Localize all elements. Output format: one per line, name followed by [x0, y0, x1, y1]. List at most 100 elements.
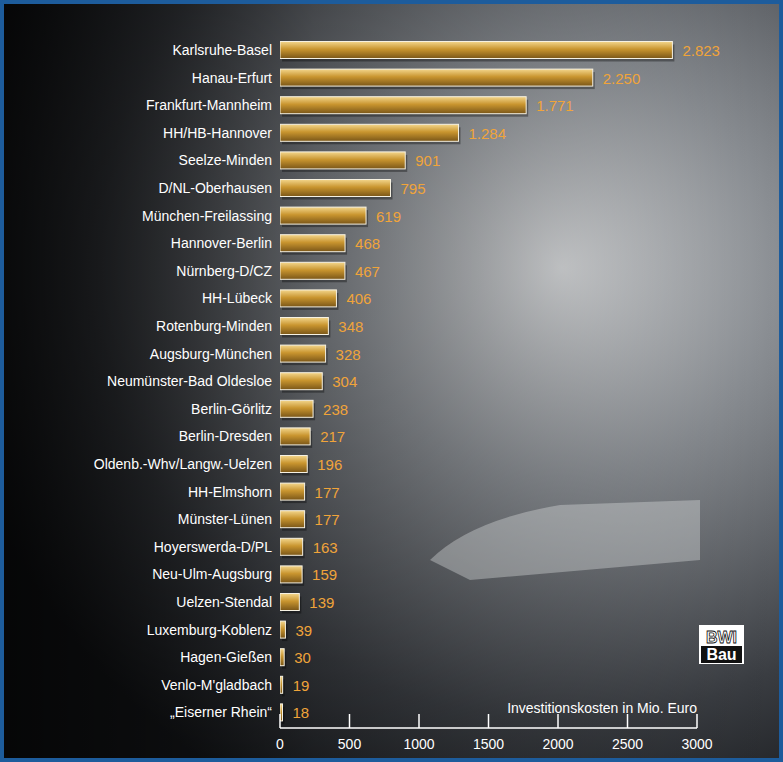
- data-label: 159: [312, 566, 337, 583]
- category-label: Venlo-M'gladbach: [161, 677, 272, 693]
- data-label: 177: [315, 484, 340, 501]
- category-label: Nürnberg-D/CZ: [176, 263, 272, 279]
- data-label: 1.771: [536, 97, 574, 114]
- tick-label: 2000: [542, 736, 573, 752]
- frame: [0, 0, 783, 762]
- logo: BWIBau: [699, 625, 744, 664]
- data-label: 19: [293, 677, 310, 694]
- category-label: HH-Lübeck: [202, 290, 273, 306]
- category-label: Uelzen-Stendal: [176, 594, 272, 610]
- x-axis: 0 500 1000 1500 2000 2500 3000: [276, 714, 713, 752]
- data-label: 2.250: [603, 70, 641, 87]
- bar: [280, 152, 405, 169]
- bar: [280, 262, 345, 279]
- bar: [280, 594, 299, 611]
- tick-mark: [627, 714, 629, 728]
- bar: [280, 69, 593, 86]
- bar: [280, 511, 305, 528]
- category-label: Neumünster-Bad Oldesloe: [107, 373, 272, 389]
- category-label: Seelze-Minden: [179, 152, 272, 168]
- tick-label: 2500: [612, 736, 643, 752]
- data-label: 163: [313, 539, 338, 556]
- tick-label: 500: [338, 736, 362, 752]
- bar: [280, 180, 391, 197]
- category-label: HH-Elmshorn: [188, 484, 272, 500]
- bar: [280, 97, 526, 114]
- data-label: 304: [332, 373, 357, 390]
- data-label: 348: [338, 318, 363, 335]
- tick-label: 1000: [403, 736, 434, 752]
- bar: [280, 566, 302, 583]
- tick-mark: [557, 714, 559, 728]
- category-label: HH/HB-Hannover: [163, 125, 272, 141]
- category-label: Frankfurt-Mannheim: [146, 97, 272, 113]
- labels: Karlsruhe-Basel 2.823 Hanau-Erfurt 2.250 Fra…: [94, 42, 720, 721]
- data-label: 238: [323, 401, 348, 418]
- bar: [280, 345, 326, 362]
- data-label: 795: [401, 180, 426, 197]
- data-label: 217: [320, 428, 345, 445]
- bar: [280, 456, 307, 473]
- data-label: 18: [293, 704, 310, 721]
- data-label: 196: [317, 456, 342, 473]
- category-label: Berlin-Dresden: [179, 428, 272, 444]
- data-label: 39: [295, 622, 312, 639]
- tick-mark: [349, 714, 351, 728]
- data-label: 619: [376, 208, 401, 225]
- data-label: 1.284: [468, 125, 506, 142]
- bar: [280, 318, 328, 335]
- category-label: Hanau-Erfurt: [192, 70, 272, 86]
- bar: [280, 676, 283, 693]
- bar: [280, 42, 672, 59]
- tick-label: 3000: [681, 736, 712, 752]
- bar: [280, 483, 305, 500]
- bar: [280, 621, 285, 638]
- tick-label: 0: [276, 736, 284, 752]
- data-label: 901: [415, 152, 440, 169]
- bar: [280, 373, 322, 390]
- bar: [280, 207, 366, 224]
- data-label: 177: [315, 511, 340, 528]
- bar: [280, 290, 336, 307]
- bar: [280, 538, 303, 555]
- data-label: 406: [346, 290, 371, 307]
- train-decor: [430, 500, 700, 580]
- category-label: Rotenburg-Minden: [156, 318, 272, 334]
- bars: [280, 42, 674, 724]
- logo-text: BWI: [706, 629, 737, 646]
- bar: [280, 124, 458, 141]
- data-label: 30: [294, 649, 311, 666]
- category-label: Hagen-Gießen: [180, 649, 272, 665]
- tick-mark: [696, 714, 698, 728]
- data-label: 328: [336, 346, 361, 363]
- tick-label: 1500: [473, 736, 504, 752]
- background-shade: [4, 4, 779, 758]
- axis-title: Investitionskosten in Mio. Euro: [507, 700, 697, 716]
- category-label: Berlin-Görlitz: [191, 401, 272, 417]
- category-label: Hannover-Berlin: [171, 235, 272, 251]
- bar: [280, 649, 284, 666]
- category-label: Luxemburg-Koblenz: [147, 622, 272, 638]
- category-label: München-Freilassing: [142, 208, 272, 224]
- category-label: „Eiserner Rhein“: [170, 704, 272, 720]
- bar: [280, 400, 313, 417]
- data-label: 467: [355, 263, 380, 280]
- bar: [280, 428, 310, 445]
- data-label: 468: [355, 235, 380, 252]
- background: [4, 4, 779, 758]
- category-label: Augsburg-München: [150, 346, 272, 362]
- data-label: 2.823: [682, 42, 720, 59]
- category-label: Neu-Ulm-Augsburg: [152, 566, 272, 582]
- chart: Karlsruhe-Basel 2.823 Hanau-Erfurt 2.250 Fra…: [0, 0, 783, 762]
- data-label: 139: [309, 594, 334, 611]
- logo-band: [701, 646, 742, 663]
- category-label: Hoyerswerda-D/PL: [154, 539, 272, 555]
- logo-box: [699, 625, 744, 664]
- tick-mark: [488, 714, 490, 728]
- logo-text: Bau: [706, 646, 736, 663]
- category-label: Karlsruhe-Basel: [172, 42, 272, 58]
- category-label: Münster-Lünen: [178, 511, 272, 527]
- bar: [280, 235, 345, 252]
- tick-mark: [418, 714, 420, 728]
- tick-mark: [279, 714, 281, 728]
